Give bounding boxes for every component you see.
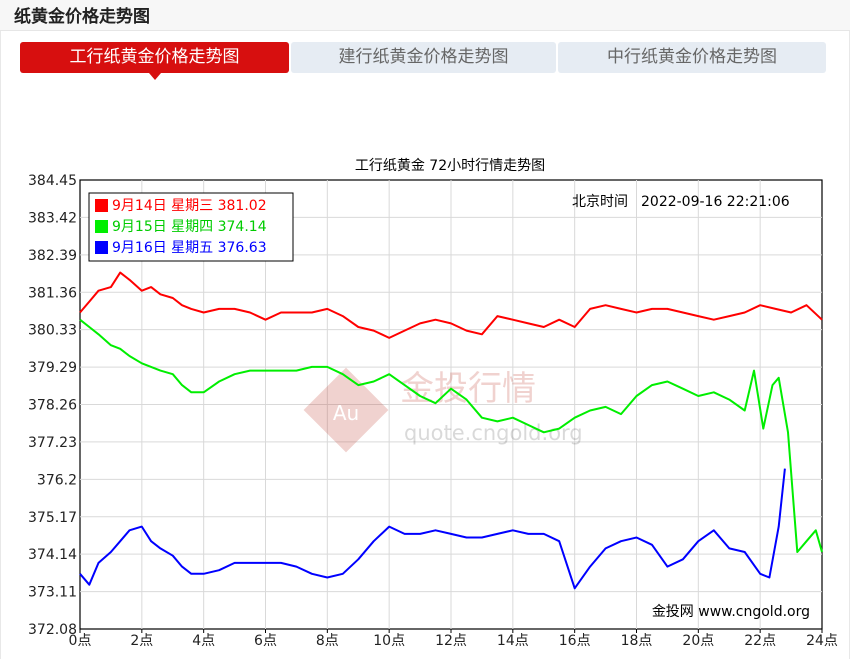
tab-icbc[interactable]: 工行纸黄金价格走势图 xyxy=(20,42,289,80)
y-tick-label: 384.45 xyxy=(28,173,77,189)
series-line-3 xyxy=(79,468,786,590)
y-tick-label: 373.11 xyxy=(28,585,77,601)
active-tab-caret xyxy=(148,73,161,80)
legend: 9月14日 星期三 381.02 9月15日 星期四 374.14 9月16日 … xyxy=(88,192,294,262)
y-tick-label: 376.2 xyxy=(37,472,77,488)
x-tick-label: 2点 xyxy=(130,633,153,649)
legend-entry: 9月14日 星期三 381.02 xyxy=(112,198,267,214)
y-tick-label: 375.17 xyxy=(28,510,77,526)
watermark-brand: 金投行情 xyxy=(400,369,536,409)
x-tick-label: 0点 xyxy=(69,633,92,649)
series-line-1 xyxy=(79,271,823,339)
legend-entry: 9月16日 星期五 376.63 xyxy=(112,240,267,256)
x-tick-label: 18点 xyxy=(621,633,653,649)
tab-label: 中行纸黄金价格走势图 xyxy=(607,47,777,67)
x-tick-label: 22点 xyxy=(744,633,776,649)
tab-label: 建行纸黄金价格走势图 xyxy=(338,47,509,67)
y-tick-label: 372.08 xyxy=(28,622,77,638)
y-tick-label: 377.23 xyxy=(28,435,77,451)
header-bar: 纸黄金价格走势图 xyxy=(0,0,850,31)
watermark-logo-text: Au xyxy=(333,401,359,425)
price-chart: Au 金投行情 quote.cngold.org 384.45 383.42 382… xyxy=(28,157,838,649)
y-tick-labels: 384.45 383.42 382.39 381.36 380.33 379.29 378.… xyxy=(28,173,77,638)
y-tick-label: 374.14 xyxy=(28,547,77,563)
y-tick-label: 379.29 xyxy=(28,360,77,376)
x-tick-label: 10点 xyxy=(373,633,405,649)
legend-entry: 9月15日 星期四 374.14 xyxy=(112,219,267,235)
legend-swatch xyxy=(95,241,108,254)
timestamp: 2022-09-16 22:21:06 xyxy=(641,194,790,210)
legend-swatch xyxy=(95,220,108,233)
series-lines xyxy=(79,271,823,590)
y-tick-label: 383.42 xyxy=(28,210,77,226)
x-tick-labels: 0点 2点 4点 6点 8点 10点 12点 14点 16点 18点 20点 22点 24点 xyxy=(69,633,838,649)
tab-boc[interactable]: 中行纸黄金价格走势图 xyxy=(558,42,826,73)
y-tick-label: 382.39 xyxy=(28,248,77,264)
y-tick-label: 381.36 xyxy=(28,285,77,301)
legend-box xyxy=(88,192,294,262)
x-tick-label: 20点 xyxy=(682,633,714,649)
y-tick-label: 380.33 xyxy=(28,323,77,339)
tab-ccb[interactable]: 建行纸黄金价格走势图 xyxy=(291,42,556,73)
chart-title: 工行纸黄金 72小时行情走势图 xyxy=(355,157,545,174)
x-tick-label: 24点 xyxy=(806,633,838,649)
tab-label: 工行纸黄金价格走势图 xyxy=(69,47,240,67)
watermark-diamond xyxy=(303,367,389,453)
page-title: 纸黄金价格走势图 xyxy=(14,7,150,27)
x-tick-label: 4点 xyxy=(192,633,215,649)
chart-footer: 金投网 www.cngold.org xyxy=(652,604,810,620)
x-tick-label: 6点 xyxy=(254,633,277,649)
watermark-url: quote.cngold.org xyxy=(404,421,583,445)
y-tick-label: 378.26 xyxy=(28,398,77,414)
x-tick-label: 14点 xyxy=(497,633,529,649)
series-line-2 xyxy=(79,318,823,553)
timestamp-label: 北京时间 xyxy=(572,194,628,210)
x-tick-label: 8点 xyxy=(316,633,339,649)
legend-swatch xyxy=(95,199,108,212)
x-tick-label: 16点 xyxy=(559,633,591,649)
x-tick-label: 12点 xyxy=(435,633,467,649)
